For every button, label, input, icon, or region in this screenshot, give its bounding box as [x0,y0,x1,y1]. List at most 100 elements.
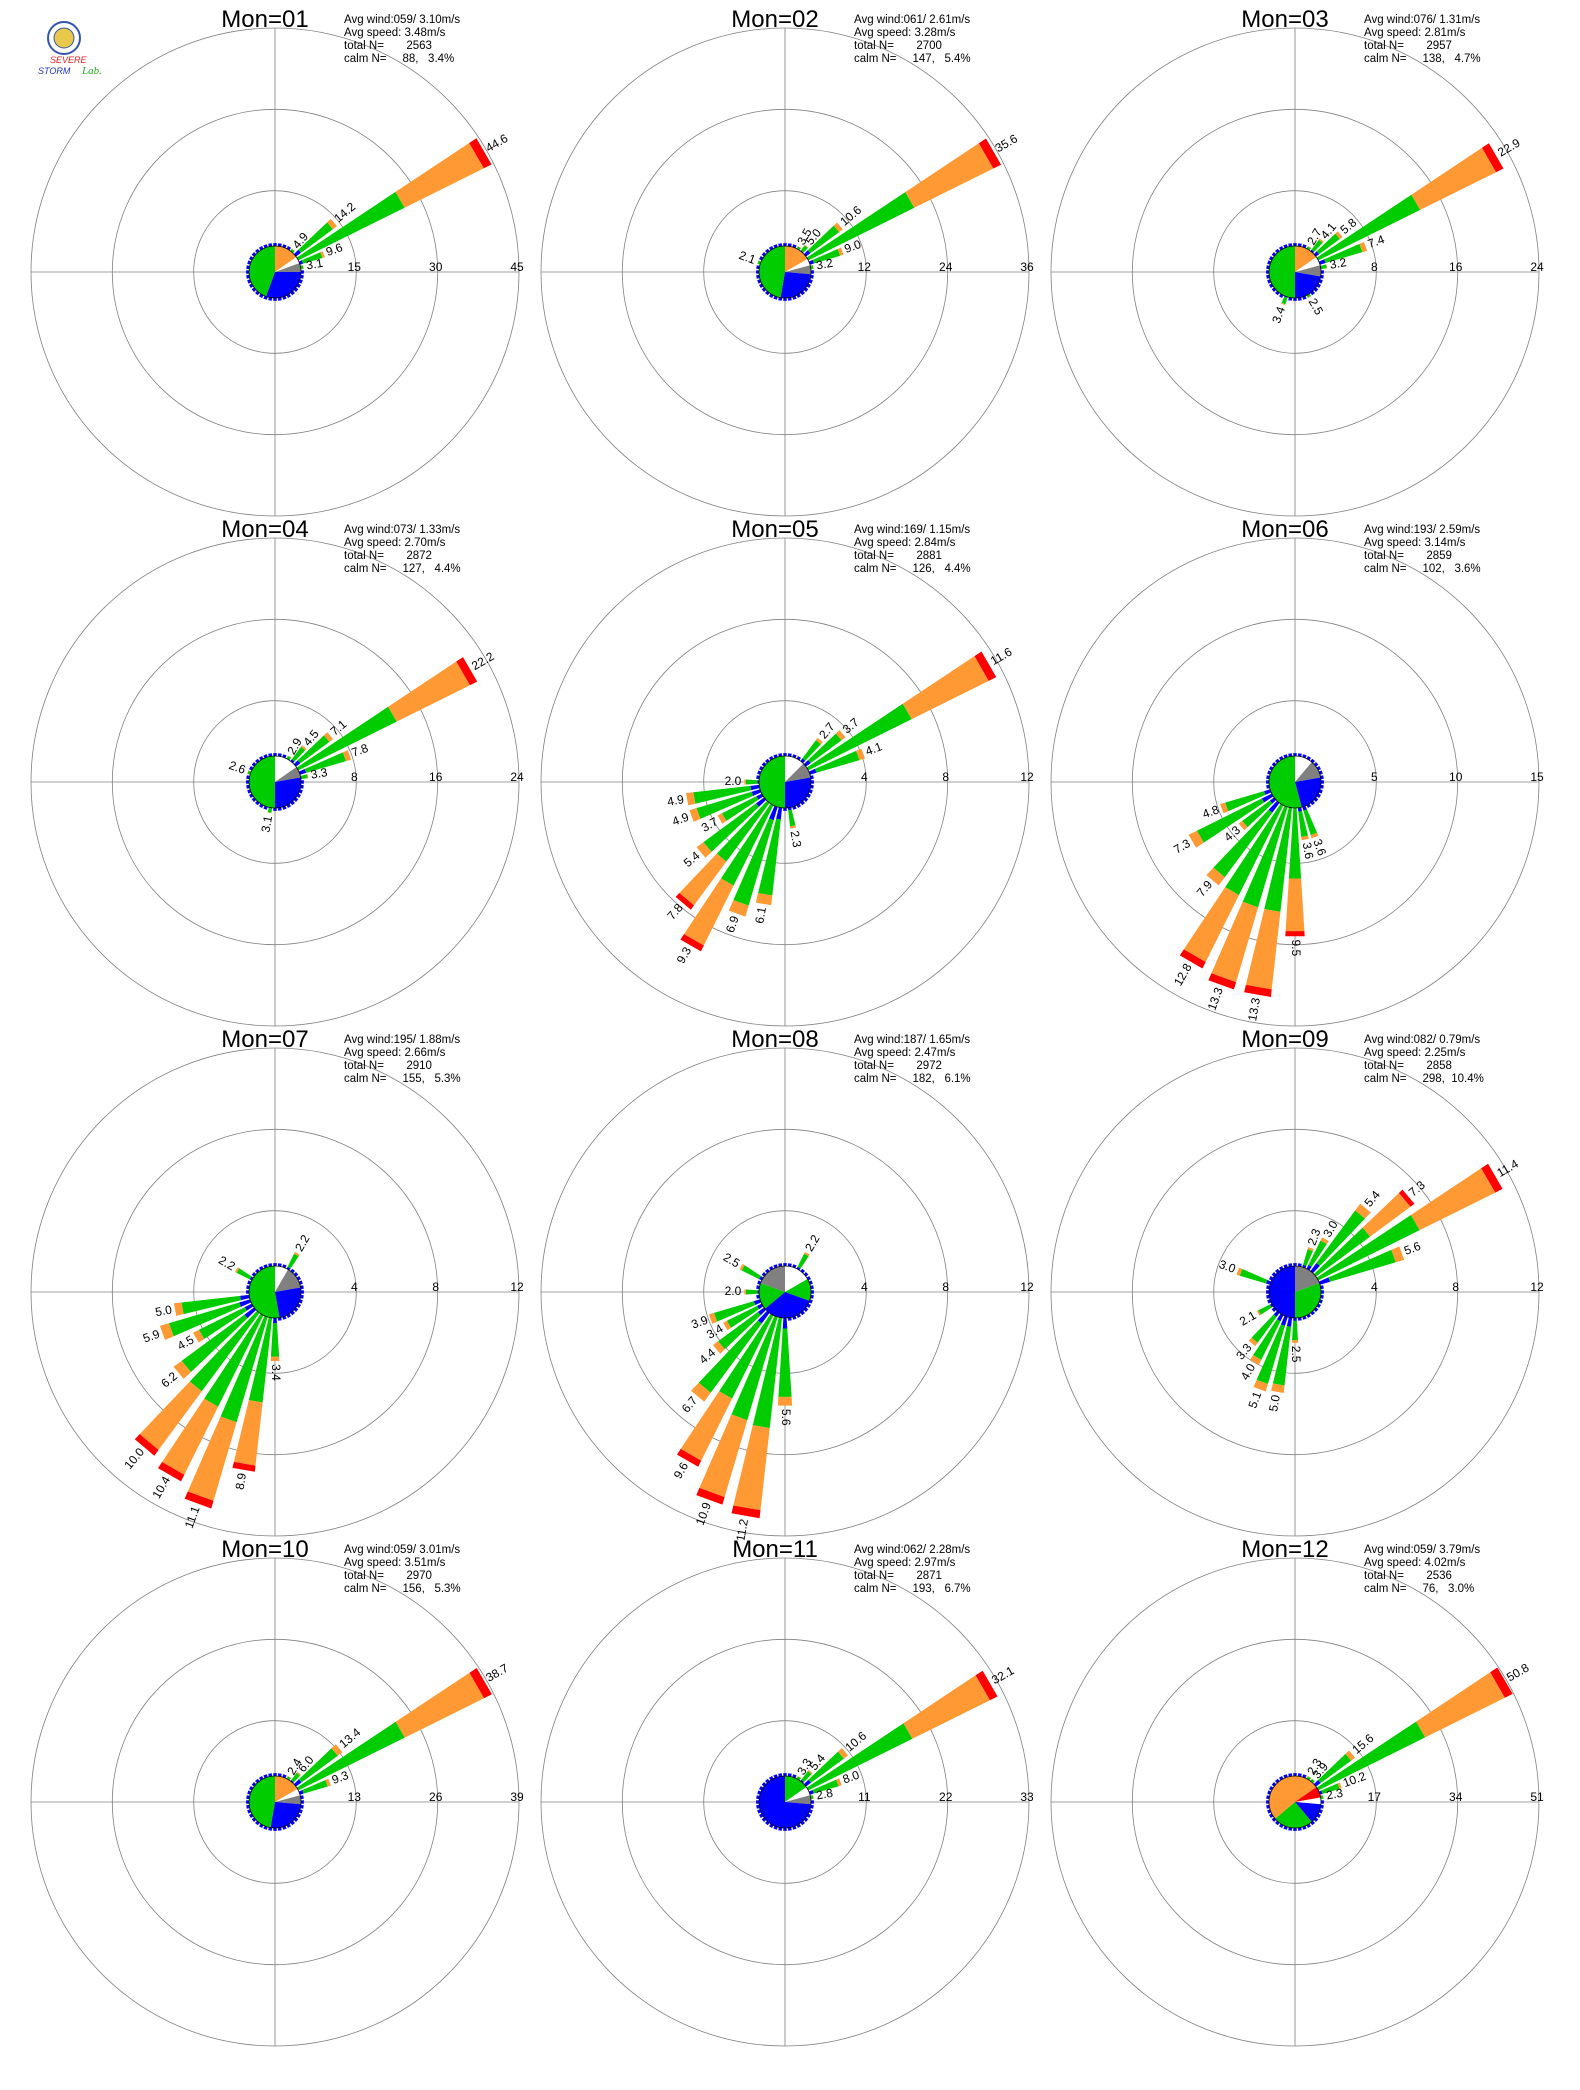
wind-bar [293,1779,302,1787]
seal-core [53,27,75,49]
wind-bar [1281,302,1286,306]
avg-wind-line: Avg wind:059/ 3.10m/s [344,14,461,26]
bar-value-label: 4.1 [864,739,885,758]
wind-bar [733,818,774,906]
wind-bar [803,1779,811,1787]
wind-bar [1318,238,1324,243]
calm-n-line: calm N= 155, 5.3% [344,1073,461,1085]
wind-bar [722,796,759,821]
wind-bar [287,1776,291,1779]
wind-stats: Avg wind:059/ 3.10m/s Avg speed: 3.48m/s t… [344,14,460,66]
wind-bar [1256,1324,1285,1384]
wind-bar [1206,867,1225,886]
inner-pie-slice [275,756,297,782]
wind-bar-minor [1266,274,1270,279]
wind-bar [1318,1277,1331,1285]
ring-label: 51 [1530,1790,1544,1804]
wind-bar-minor [761,1272,767,1277]
wind-bar [751,789,762,796]
wind-bar [808,1790,814,1795]
wind-bar [469,138,492,169]
wind-bar [796,1266,801,1271]
wind-bar [1316,1721,1426,1791]
bar-value-label: 3.6 [1310,837,1329,858]
wind-bar [1293,1317,1297,1321]
bar-value-label: 8.9 [232,1472,249,1491]
wind-bar [291,1772,301,1783]
avg-wind-line: Avg wind:059/ 3.79m/s [1364,1544,1481,1556]
avg-speed-line: Avg speed: 3.51m/s [344,1557,446,1569]
wind-bar-minor [1320,270,1324,274]
wind-bar-minor [803,1817,809,1822]
wind-bar-minor [761,287,767,292]
wind-bar [803,760,811,767]
wind-bar [808,733,842,764]
wind-bar [1316,1215,1420,1281]
wind-bar-minor [778,243,783,247]
wind-bar-minor [756,1800,760,1804]
inner-pie-slice [1295,272,1321,298]
wind-bar [270,1323,280,1357]
bar-value-label: 5.4 [681,848,703,870]
ring-label: 15 [348,260,362,274]
wind-rose-panel: 2.2 5.6 11.2 10.9 9.6 6.7 4.4 3.4 3.9 2.0 2.5 4 8 12 M… [512,1024,1038,1540]
wind-bar [680,1391,733,1461]
wind-bar-minor [300,1285,304,1290]
wind-bar [699,1414,748,1498]
wind-bar [731,1505,761,1519]
wind-bar-minor [1313,1817,1319,1822]
wind-bar [796,1776,801,1780]
wind-bar-minor [246,270,250,274]
bar-value-label: 2.6 [227,758,248,777]
inner-pie-slice [249,1776,275,1828]
wind-bar-minor [1297,1317,1302,1321]
wind-rose-panel: 2.9 4.5 7.1 22.2 7.8 3.3 3.1 2.6 8 16 24 Mon=04 Avg … [2,514,528,1030]
inner-pie-slice [275,1795,301,1805]
wind-bar [198,1307,247,1339]
bar-value-label: 2.2 [802,1232,823,1254]
wind-bar-minor [787,1317,792,1321]
wind-bar [1236,1267,1243,1276]
bar-value-label: 35.6 [993,131,1021,155]
inner-pie-slice [1295,1802,1321,1822]
avg-speed-line: Avg speed: 2.84m/s [854,537,956,549]
inner-pie-slice [1269,1266,1295,1318]
panel-title: Mon=11 [732,1536,818,1563]
wind-bar [797,1253,809,1269]
bar-value-label: 6.1 [752,905,769,924]
wind-bar-minor [277,243,282,247]
inner-pie-outline [1268,1265,1322,1319]
panel-title: Mon=12 [1241,1536,1329,1563]
wind-bar [807,225,840,254]
wind-bar [1306,294,1311,298]
wind-bar [234,1267,240,1273]
wind-bar-minor [246,780,250,784]
wind-bar-minor [1297,1827,1302,1831]
bar-value-label: 2.5 [721,1250,743,1271]
wind-bar-minor [1266,780,1270,784]
wind-bar-minor [783,297,787,301]
ring-label: 13 [348,1790,362,1804]
wind-bar [680,934,704,952]
wind-bar-minor [251,1272,257,1277]
wind-bar [753,1299,762,1305]
wind-bar [1261,793,1274,803]
wind-bar-minor [1266,265,1270,270]
wind-bar-minor [277,297,282,301]
wind-bar [905,143,994,208]
bar-value-label: 2.2 [292,1232,313,1254]
wind-bar-minor [1313,287,1319,292]
ring-label: 22 [939,1790,953,1804]
wind-bar [1271,1383,1285,1393]
wind-bar [292,248,295,252]
wind-bar [240,1294,250,1301]
wind-bar [1302,805,1307,811]
bar-value-label: 5.1 [1245,1389,1264,1410]
avg-wind-line: Avg wind:195/ 1.88m/s [344,1034,461,1046]
wind-bar [301,252,323,264]
inner-pie-slice [759,756,785,808]
wind-bar-minor [300,1795,304,1800]
wind-bar [1285,931,1305,937]
inner-pie-slice [275,767,301,782]
wind-bar-minor [293,1307,299,1312]
